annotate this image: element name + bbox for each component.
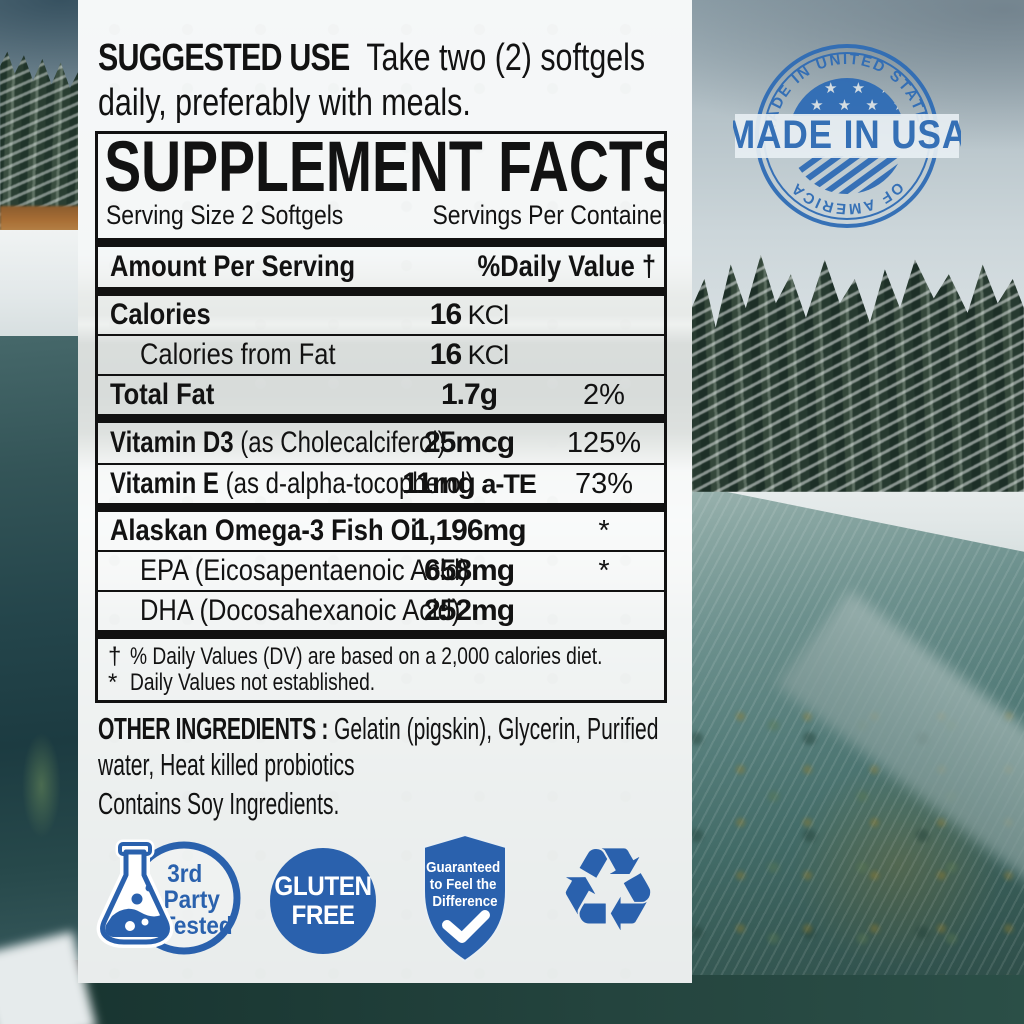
made-in-usa-stamp-icon: MADE IN UNITED STATES OF AMERICA ★ ★ ★ ★… (726, 44, 967, 228)
thick-separator (98, 630, 664, 639)
svg-text:★ ★ ★ ★: ★ ★ ★ ★ (796, 80, 897, 97)
suggested-use-heading: SUGGESTED USE (98, 37, 350, 79)
footnotes: † % Daily Values (DV) are based on a 2,0… (98, 639, 664, 696)
footnote-not-established: Daily Values not established. (130, 669, 376, 696)
snow-field-left (0, 230, 92, 342)
thick-separator (98, 414, 664, 423)
gluten-free-badge: GLUTEN FREE (270, 848, 376, 954)
suggested-use: SUGGESTED USE Take two (2) softgels dail… (98, 36, 684, 126)
contains-soy-note: Contains Soy Ingredients. (98, 786, 340, 821)
table-row-dha: DHA (Docosahexanoic Acid) 252mg (98, 590, 664, 630)
stamp-banner (735, 114, 959, 158)
suggested-use-text-line1: Take two (2) softgels (366, 37, 646, 79)
serving-size: Serving Size 2 Softgels (106, 200, 344, 230)
badge-row: 3rd Party Tested GLU (78, 826, 692, 976)
stamp-arc-bottom-text: OF AMERICA (787, 179, 907, 218)
other-ingredients-heading: OTHER INGREDIENTS : (98, 711, 329, 746)
guarantee-shield-badge: Guaranteed to Feel the Difference (418, 832, 512, 971)
table-row-calories-from-fat: Calories from Fat 16 KCl (98, 334, 664, 374)
recycle-icon: ♻ (556, 823, 660, 958)
thick-separator (98, 238, 664, 247)
gluten-free-line2: FREE (291, 900, 355, 930)
servings-per-container: Servings Per Container 60 (432, 200, 667, 230)
table-row-omega3-fish-oil: Alaskan Omega-3 Fish Oil 1,196mg * (110, 514, 610, 547)
other-ingredients-line1: Gelatin (pigskin), Glycerin, Purified (328, 711, 659, 746)
stamp-stripes (789, 156, 905, 194)
made-in-usa-stamp: MADE IN UNITED STATES OF AMERICA ★ ★ ★ ★… (726, 26, 967, 250)
stamp-banner-text: MADE IN USA (733, 112, 961, 157)
water-bottom (0, 975, 1024, 1024)
label-panel: SUGGESTED USE Take two (2) softgels dail… (78, 0, 692, 983)
table-row-vitamin-e: Vitamin E (as d-alpha-tocopherol) 11mg a… (98, 463, 664, 503)
third-party-tested-text: 3rd Party Tested (162, 860, 233, 940)
supplement-facts-table: SUPPLEMENT FACTS Serving Size 2 Softgels… (95, 131, 667, 703)
thick-separator (98, 287, 664, 296)
header-daily-value: %Daily Value † (477, 250, 656, 283)
other-ingredients: OTHER INGREDIENTS : Gelatin (pigskin), G… (98, 711, 684, 822)
table-row-total-fat: Total Fat 1.7g 2% (98, 374, 664, 414)
pine-trees-left (0, 51, 92, 230)
table-row-calories: Calories 16 KCl (110, 298, 509, 331)
gluten-free-line1: GLUTEN (274, 871, 372, 901)
table-row-vitamin-d3: Vitamin D3 (as Cholecalciferol) 25mcg 12… (110, 426, 642, 459)
table-header-row: Amount Per Serving %Daily Value † (98, 247, 664, 287)
shield-icon: Guaranteed to Feel the Difference (423, 833, 507, 963)
third-party-tested-badge: 3rd Party Tested (90, 838, 242, 967)
check-icon (442, 910, 490, 943)
water-left (0, 336, 92, 960)
asterisk-symbol: * (108, 669, 118, 696)
header-amount-per-serving: Amount Per Serving (110, 250, 356, 283)
guarantee-text: Guaranteed to Feel the Difference (426, 858, 504, 909)
supplement-facts-title: SUPPLEMENT FACTS (104, 131, 667, 207)
suggested-use-text-line2: daily, preferably with meals. (98, 82, 471, 124)
footnote-daily-values: % Daily Values (DV) are based on a 2,000… (130, 643, 603, 670)
flask-icon: 3rd Party Tested (96, 839, 241, 955)
thick-separator (98, 503, 664, 512)
dagger-symbol: † (108, 643, 122, 670)
other-ingredients-line2: water, Heat killed probiotics (98, 747, 355, 782)
svg-text:★ ★ ★ ★ ★: ★ ★ ★ ★ ★ (783, 97, 912, 114)
table-row-epa: EPA (Eicosapentaenoic Acid) 658mg * (98, 550, 664, 590)
serving-info-row: Serving Size 2 Softgels Servings Per Con… (98, 198, 664, 238)
